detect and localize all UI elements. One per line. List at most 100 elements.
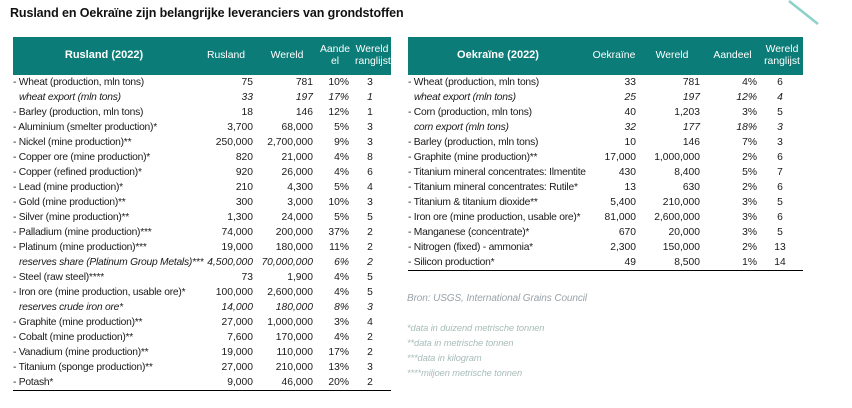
cell-value: 2,600,000 xyxy=(654,212,700,223)
cell-value: 33 xyxy=(241,92,253,103)
cell-value: 177 xyxy=(682,122,700,133)
table-row: wheat export (mln tons) 25 197 12% 4 xyxy=(408,90,803,105)
row-label: - Platinum (mine production)*** xyxy=(13,242,147,253)
row-label: - Palladium (mine production)*** xyxy=(13,227,152,238)
row-label: corn export (mln tons) xyxy=(414,122,509,133)
row-label: - Nitrogen (fixed) - ammonia* xyxy=(408,242,533,253)
cell-value: 210,000 xyxy=(275,362,313,373)
cell-value: 6 xyxy=(777,212,783,223)
cell-value: 146 xyxy=(295,107,313,118)
cell-value: 70,000,000 xyxy=(261,257,313,268)
cell-value: 2,300 xyxy=(610,242,636,253)
cell-value: 74,000 xyxy=(221,227,254,238)
cell-value: 10 xyxy=(624,137,636,148)
row-label: - Barley (production, mln tons) xyxy=(408,137,539,148)
table-row: wheat export (mln tons) 33 197 17% 1 xyxy=(13,90,391,105)
cell-value: 180,000 xyxy=(275,242,313,253)
cell-value: 2% xyxy=(742,152,757,163)
cell-value: 197 xyxy=(682,92,700,103)
column-header: Aandeel xyxy=(317,37,353,75)
row-label: - Steel (raw steel)**** xyxy=(13,272,104,283)
row-label: - Gold (mine production)** xyxy=(13,197,126,208)
cell-value: 5 xyxy=(777,197,783,208)
cell-value: 4 xyxy=(777,92,783,103)
row-label: - Lead (mine production)* xyxy=(13,182,123,193)
cell-value: 5 xyxy=(777,227,783,238)
cell-value: 3% xyxy=(742,197,757,208)
cell-value: 2 xyxy=(367,227,373,238)
row-label: - Vanadium (mine production)** xyxy=(13,347,149,358)
russia-table-header-row: Rusland (2022) Rusland Wereld Aandeel Wereld… xyxy=(13,37,391,75)
row-label: - Potash* xyxy=(13,377,54,388)
row-label: reserves share (Platinum Group Metals)**… xyxy=(19,257,204,268)
cell-value: 3 xyxy=(367,137,373,148)
cell-value: 13% xyxy=(328,362,349,373)
table-row: - Manganese (concentrate)* 670 20,000 3% 5 xyxy=(408,225,803,240)
row-label: - Graphite (mine production)** xyxy=(408,152,538,163)
row-label: - Corn (production, mln tons) xyxy=(408,107,532,118)
cell-value: 19,000 xyxy=(221,242,254,253)
table-row: - Potash* 9,000 46,000 20% 2 xyxy=(13,375,391,391)
cell-value: 81,000 xyxy=(604,212,637,223)
cell-value: 5% xyxy=(334,182,349,193)
cell-value: 250,000 xyxy=(215,137,253,148)
table-row: - Copper (refined production)* 920 26,000 4… xyxy=(13,165,391,180)
cell-value: 2% xyxy=(742,182,757,193)
cell-value: 8,400 xyxy=(674,167,700,178)
cell-value: 26,000 xyxy=(281,167,314,178)
cell-value: 781 xyxy=(295,77,313,88)
ukraine-table: Oekraïne (2022) Oekraïne Wereld Aandeel Were… xyxy=(408,37,803,271)
cell-value: 1% xyxy=(742,257,757,268)
cell-value: 3 xyxy=(777,122,783,133)
russia-table: Rusland (2022) Rusland Wereld Aandeel Wereld… xyxy=(13,37,391,391)
cell-value: 4,500,000 xyxy=(207,257,253,268)
cell-value: 3% xyxy=(742,212,757,223)
table-row: - Palladium (mine production)*** 74,000 20… xyxy=(13,225,391,240)
row-label: - Aluminium (smelter production)* xyxy=(13,122,157,133)
cell-value: 210,000 xyxy=(662,197,700,208)
cell-value: 2 xyxy=(367,242,373,253)
cell-value: 820 xyxy=(235,152,253,163)
cell-value: 18 xyxy=(241,107,253,118)
cell-value: 32 xyxy=(624,122,636,133)
table-row: - Titanium mineral concentrates: Rutile*… xyxy=(408,180,803,195)
table-row: - Iron ore (mine production, usable ore)… xyxy=(408,210,803,225)
footnote: **data in metrische tonnen xyxy=(407,338,514,348)
cell-value: 1,300 xyxy=(227,212,253,223)
cell-value: 6 xyxy=(367,167,373,178)
cell-value: 2,600,000 xyxy=(267,287,313,298)
cell-value: 3 xyxy=(367,77,373,88)
row-label: - Copper ore (mine production)* xyxy=(13,152,151,163)
column-header: Wereld ranglijst xyxy=(353,37,391,75)
cell-value: 49 xyxy=(624,257,636,268)
table-row: reserves share (Platinum Group Metals)**… xyxy=(13,255,391,270)
cell-value: 1,000,000 xyxy=(654,152,700,163)
cell-value: 2% xyxy=(742,242,757,253)
row-label: - Titanium mineral concentrates: Ilmenti… xyxy=(408,167,586,178)
accent-diagonal-line xyxy=(783,0,823,33)
page-title: Rusland en Oekraïne zijn belangrijke lev… xyxy=(10,6,404,20)
cell-value: 20,000 xyxy=(668,227,701,238)
column-header: Wereld xyxy=(640,37,704,75)
cell-value: 180,000 xyxy=(275,302,313,313)
row-label: wheat export (mln tons) xyxy=(19,92,121,103)
table-row: - Gold (mine production)** 300 3,000 10% 3 xyxy=(13,195,391,210)
cell-value: 5 xyxy=(777,107,783,118)
table-row: - Barley (production, mln tons) 10 146 7% 3 xyxy=(408,135,803,150)
table-row: - Vanadium (mine production)** 19,000 110,… xyxy=(13,345,391,360)
table-row: - Corn (production, mln tons) 40 1,203 3% 5 xyxy=(408,105,803,120)
cell-value: 6 xyxy=(777,77,783,88)
cell-value: 5 xyxy=(367,287,373,298)
row-label: - Iron ore (mine production, usable ore)… xyxy=(408,212,581,223)
cell-value: 7% xyxy=(742,137,757,148)
cell-value: 3,000 xyxy=(287,197,313,208)
table-row: - Platinum (mine production)*** 19,000 180… xyxy=(13,240,391,255)
cell-value: 6% xyxy=(334,257,349,268)
cell-value: 5 xyxy=(367,212,373,223)
cell-value: 3 xyxy=(777,137,783,148)
cell-value: 4% xyxy=(334,272,349,283)
table-row: corn export (mln tons) 32 177 18% 3 xyxy=(408,120,803,135)
row-label: - Silver (mine production)** xyxy=(13,212,130,223)
table-row: - Graphite (mine production)** 17,000 1,00… xyxy=(408,150,803,165)
cell-value: 781 xyxy=(682,77,700,88)
